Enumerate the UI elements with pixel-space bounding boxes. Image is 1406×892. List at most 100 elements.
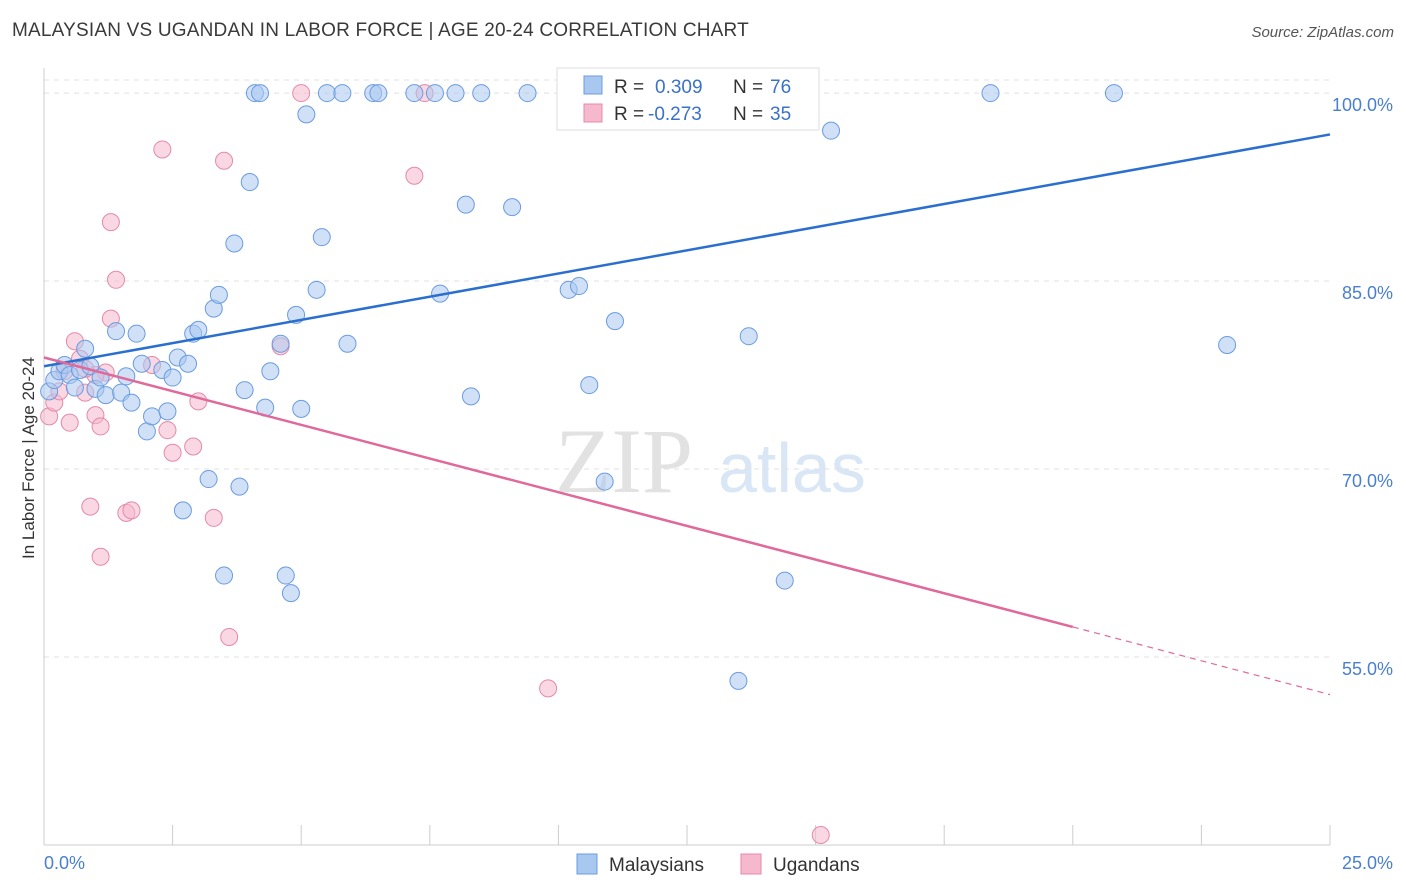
correlation-legend: R = 0.309 N = 76 R = -0.273 N = 35 — [556, 67, 820, 131]
legend-n-value-malaysians: 76 — [770, 77, 791, 98]
data-point — [811, 825, 830, 844]
bottom-legend-swatch-ugandans — [740, 853, 762, 875]
data-point — [569, 277, 588, 296]
data-point — [240, 173, 259, 192]
bottom-legend-label-ugandans: Ugandans — [773, 855, 860, 876]
data-point — [230, 477, 249, 496]
y-tick-label: 85.0% — [1342, 283, 1393, 303]
watermark-atlas: atlas — [718, 429, 866, 507]
data-point — [333, 84, 352, 103]
data-point — [297, 105, 316, 124]
trend-line-ugandans — [43, 356, 1074, 629]
data-point — [132, 354, 151, 373]
data-point — [461, 387, 480, 406]
data-point — [338, 334, 357, 353]
trend-lines — [43, 133, 1331, 696]
legend-swatch-ugandans — [583, 103, 603, 123]
data-point — [456, 195, 475, 214]
data-point — [312, 228, 331, 247]
legend-n-value-ugandans: 35 — [770, 104, 791, 125]
ugandans-points — [40, 84, 830, 844]
data-point — [107, 322, 126, 341]
data-point — [179, 354, 198, 373]
data-point — [60, 413, 79, 432]
data-point — [281, 584, 300, 603]
data-point — [271, 334, 290, 353]
data-point — [292, 84, 311, 103]
x-tick-label-min: 0.0% — [44, 853, 85, 873]
data-point — [91, 547, 110, 566]
data-point — [317, 84, 336, 103]
y-tick-label: 100.0% — [1332, 95, 1393, 115]
bottom-legend-swatch-malaysians — [576, 853, 598, 875]
data-point — [143, 407, 162, 426]
series-legend: Malaysians Ugandans — [576, 853, 860, 876]
x-tick-label-max: 25.0% — [1342, 853, 1393, 873]
data-point — [158, 421, 177, 440]
data-point — [173, 501, 192, 520]
data-point — [775, 571, 794, 590]
data-point — [261, 362, 280, 381]
data-point — [127, 324, 146, 343]
data-point — [184, 437, 203, 456]
legend-r-label-2: R = — [614, 104, 644, 125]
data-point — [405, 84, 424, 103]
legend-r-value-ugandans: -0.273 — [648, 104, 702, 125]
watermark-zip: ZIP — [555, 410, 693, 512]
gridlines — [44, 79, 1330, 658]
data-point — [472, 84, 491, 103]
data-point — [446, 84, 465, 103]
bottom-legend-label-malaysians: Malaysians — [609, 855, 704, 876]
data-point — [235, 381, 254, 400]
data-point — [981, 84, 1000, 103]
data-point — [96, 386, 115, 405]
data-point — [251, 84, 270, 103]
legend-r-label-1: R = — [614, 77, 644, 98]
data-point — [739, 327, 758, 346]
data-point — [199, 470, 218, 489]
data-point — [595, 472, 614, 491]
data-point — [822, 121, 841, 140]
data-point — [307, 280, 326, 299]
data-point — [1104, 84, 1123, 103]
data-point — [276, 566, 295, 585]
data-point — [76, 339, 95, 358]
data-point — [405, 166, 424, 185]
y-axis-label: In Labor Force | Age 20-24 — [19, 357, 38, 559]
data-point — [137, 422, 156, 441]
data-point — [91, 417, 110, 436]
data-point — [122, 393, 141, 412]
data-point — [158, 402, 177, 421]
trend-line-ugandans-extension — [1072, 626, 1331, 696]
data-point — [539, 679, 558, 698]
data-point — [605, 312, 624, 331]
data-point — [153, 140, 172, 159]
chart-title: MALAYSIAN VS UGANDAN IN LABOR FORCE | AG… — [12, 20, 749, 41]
data-point — [215, 566, 234, 585]
data-point — [220, 627, 239, 646]
data-point — [65, 378, 84, 397]
data-point — [163, 443, 182, 462]
data-point — [215, 151, 234, 170]
legend-r-value-malaysians: 0.309 — [655, 77, 703, 98]
data-point — [503, 198, 522, 217]
legend-swatch-malaysians — [583, 75, 603, 95]
data-point — [122, 501, 141, 520]
data-point — [101, 213, 120, 232]
data-point — [518, 84, 537, 103]
data-point — [107, 270, 126, 289]
data-point — [292, 399, 311, 418]
data-point — [225, 234, 244, 253]
data-point — [204, 508, 223, 527]
data-point — [1218, 335, 1237, 354]
data-point — [425, 84, 444, 103]
data-point — [163, 368, 182, 387]
chart-source: Source: ZipAtlas.com — [1251, 24, 1394, 41]
malaysians-points — [40, 84, 1237, 690]
data-point — [580, 376, 599, 395]
data-point — [189, 320, 208, 339]
trend-line-malaysians — [43, 133, 1331, 368]
y-tick-label: 55.0% — [1342, 659, 1393, 679]
data-point — [729, 671, 748, 690]
